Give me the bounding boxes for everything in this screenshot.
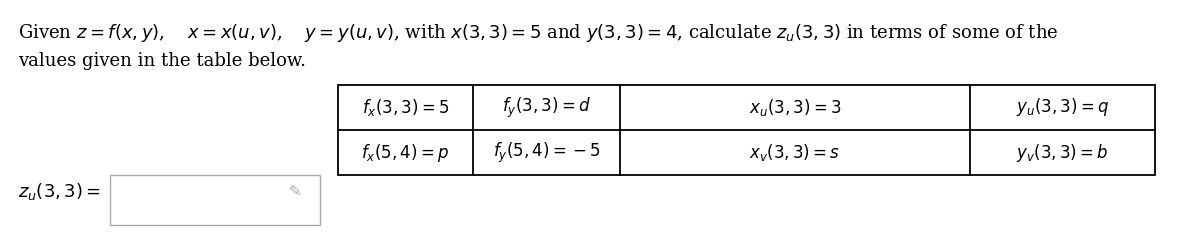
Text: $f_x(5, 4) = p$: $f_x(5, 4) = p$	[361, 142, 450, 164]
Text: $y_v(3, 3) = b$: $y_v(3, 3) = b$	[1016, 142, 1109, 164]
Text: $x_v(3, 3) = s$: $x_v(3, 3) = s$	[750, 142, 840, 163]
Bar	[338, 85, 1154, 175]
Text: values given in the table below.: values given in the table below.	[18, 52, 306, 70]
Text: $y_u(3, 3) = q$: $y_u(3, 3) = q$	[1016, 96, 1109, 119]
Text: $f_x(3, 3) = 5$: $f_x(3, 3) = 5$	[362, 97, 449, 118]
Text: $z_u(3, 3) =$: $z_u(3, 3) =$	[18, 182, 101, 203]
Text: $x_u(3, 3) = 3$: $x_u(3, 3) = 3$	[749, 97, 841, 118]
Bar	[110, 175, 320, 225]
Text: Given $z = f(x, y)$,    $x = x(u, v)$,    $y = y(u, v)$, with $x(3, 3) = 5$ and : Given $z = f(x, y)$, $x = x(u, v)$, $y =…	[18, 22, 1058, 44]
Text: ✎: ✎	[289, 184, 301, 199]
Text: $f_y(3, 3) = d$: $f_y(3, 3) = d$	[502, 95, 590, 120]
Text: $f_y(5, 4) = -5$: $f_y(5, 4) = -5$	[493, 140, 600, 165]
